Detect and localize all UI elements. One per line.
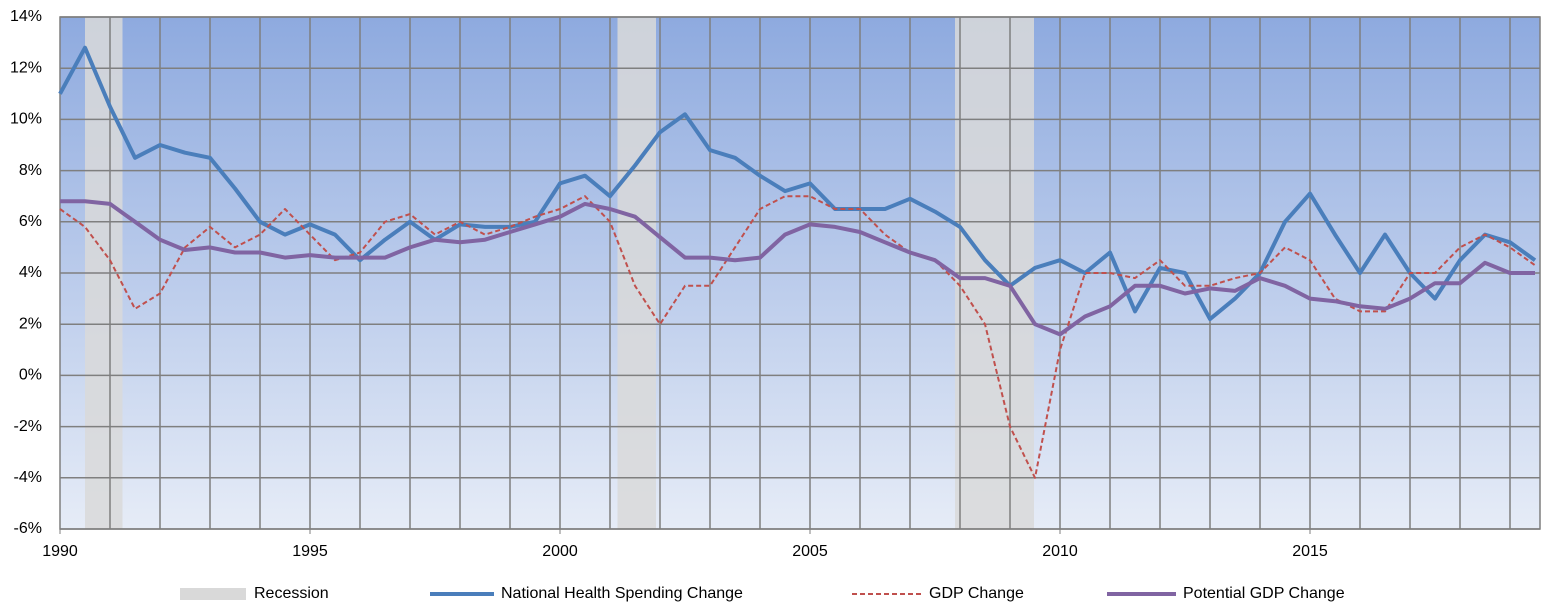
y-tick-label: 10% <box>10 111 42 128</box>
y-tick-label: 0% <box>19 367 42 384</box>
series-line <box>59 195 1536 479</box>
y-tick-label: 4% <box>19 264 42 281</box>
x-tick-label: 2005 <box>792 543 828 560</box>
x-tick-label: 1990 <box>42 543 78 560</box>
series-line <box>58 45 1537 322</box>
series-line <box>60 199 1535 337</box>
x-tick-label: 2015 <box>1292 543 1328 560</box>
x-tick-label: 1995 <box>292 543 328 560</box>
y-tick-label: 14% <box>10 8 42 25</box>
x-tick-label: 2000 <box>542 543 578 560</box>
legend-label: Recession <box>254 585 329 602</box>
y-tick-label: -4% <box>14 469 42 486</box>
legend-label: Potential GDP Change <box>1183 585 1345 602</box>
y-tick-label: 8% <box>19 162 42 179</box>
legend-swatch <box>180 588 246 600</box>
y-tick-label: -2% <box>14 418 42 435</box>
plot-border <box>59 16 1541 530</box>
y-tick-label: 2% <box>19 315 42 332</box>
y-tick-label: 6% <box>19 213 42 230</box>
legend-label: GDP Change <box>929 585 1024 602</box>
legend-label: National Health Spending Change <box>501 585 743 602</box>
x-tick-label: 2010 <box>1042 543 1078 560</box>
y-tick-label: -6% <box>14 520 42 537</box>
y-tick-label: 12% <box>10 59 42 76</box>
